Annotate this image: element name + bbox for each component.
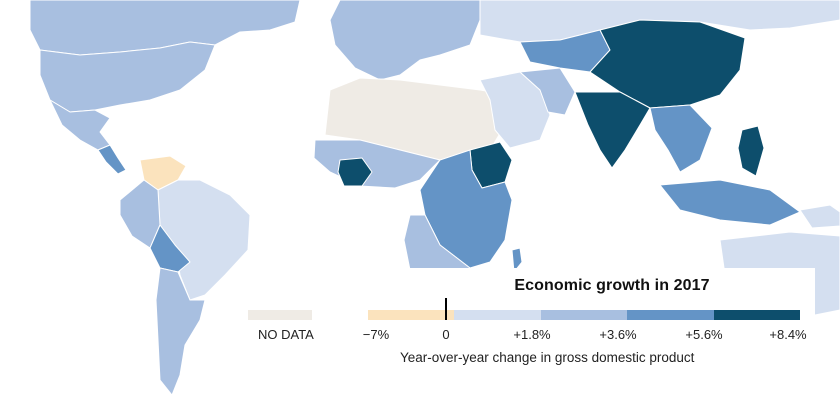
color-scale [368,310,801,320]
new-guinea-region[interactable] [799,204,840,229]
scale-5.6-8.4 [713,310,801,320]
tick-label: +8.4% [769,327,807,342]
zero-tick-mark [445,298,447,320]
legend-subtitle: Year-over-year change in gross domestic … [400,350,695,365]
mexico-region[interactable] [49,99,111,151]
no-data-swatch [248,310,312,320]
indonesia-region[interactable] [659,179,801,226]
southeast-asia-region[interactable] [649,104,713,173]
europe-region[interactable] [329,0,481,81]
madagascar-region [511,247,523,274]
india-region[interactable] [574,91,651,169]
no-data-label: NO DATA [258,327,314,342]
tick-label: +3.6% [599,327,637,342]
scale-1.8-3.6 [540,310,628,320]
china-region[interactable] [589,19,746,109]
argentina-region[interactable] [155,267,206,396]
tick-label: +5.6% [685,327,723,342]
scale-3.6-5.6 [627,310,714,320]
central-america-region[interactable] [97,144,127,175]
philippines-region[interactable] [737,125,765,177]
legend: Economic growth in 2017 NO DATA −7% 0 +1… [240,268,815,390]
tick-label: 0 [442,327,450,342]
ivory-coast-region[interactable] [337,157,373,187]
scale-negative [368,310,455,320]
legend-title: Economic growth in 2017 [514,277,710,294]
tick-label: +1.8% [513,327,551,342]
scale-0-1.8 [454,310,541,320]
tick-label: −7% [362,327,390,342]
